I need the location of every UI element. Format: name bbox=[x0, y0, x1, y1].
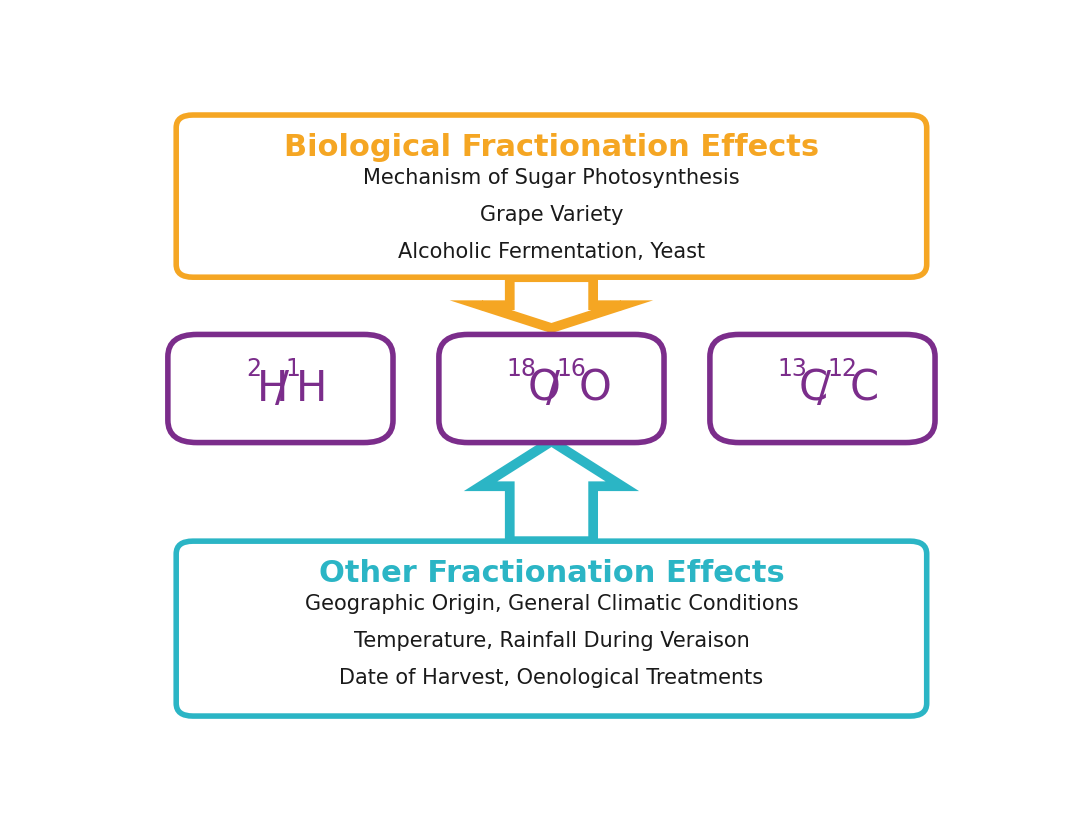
Text: C: C bbox=[849, 368, 878, 410]
Text: O: O bbox=[578, 368, 611, 410]
Text: Geographic Origin, General Climatic Conditions: Geographic Origin, General Climatic Cond… bbox=[305, 594, 798, 614]
Text: 12: 12 bbox=[827, 358, 858, 382]
Text: Alcoholic Fermentation, Yeast: Alcoholic Fermentation, Yeast bbox=[398, 241, 705, 262]
Text: H: H bbox=[257, 368, 288, 410]
Text: C: C bbox=[799, 368, 829, 410]
Text: 18: 18 bbox=[507, 358, 536, 382]
FancyBboxPatch shape bbox=[176, 115, 926, 278]
FancyBboxPatch shape bbox=[176, 541, 926, 716]
Text: O: O bbox=[528, 368, 561, 410]
FancyBboxPatch shape bbox=[710, 335, 935, 443]
Text: /: / bbox=[547, 368, 561, 410]
Text: 1: 1 bbox=[285, 358, 300, 382]
Text: Date of Harvest, Oenological Treatments: Date of Harvest, Oenological Treatments bbox=[339, 667, 764, 688]
Text: /: / bbox=[275, 368, 289, 410]
FancyBboxPatch shape bbox=[168, 335, 393, 443]
Text: Mechanism of Sugar Photosynthesis: Mechanism of Sugar Photosynthesis bbox=[363, 168, 740, 188]
Text: H: H bbox=[296, 368, 328, 410]
Text: 16: 16 bbox=[556, 358, 586, 382]
Text: Biological Fractionation Effects: Biological Fractionation Effects bbox=[284, 133, 819, 162]
Text: /: / bbox=[818, 368, 832, 410]
FancyBboxPatch shape bbox=[439, 335, 664, 443]
Text: Temperature, Rainfall During Veraison: Temperature, Rainfall During Veraison bbox=[354, 631, 749, 651]
Text: 2: 2 bbox=[246, 358, 261, 382]
Text: Grape Variety: Grape Variety bbox=[480, 205, 623, 225]
Text: 13: 13 bbox=[777, 358, 807, 382]
Text: Other Fractionation Effects: Other Fractionation Effects bbox=[318, 559, 784, 588]
